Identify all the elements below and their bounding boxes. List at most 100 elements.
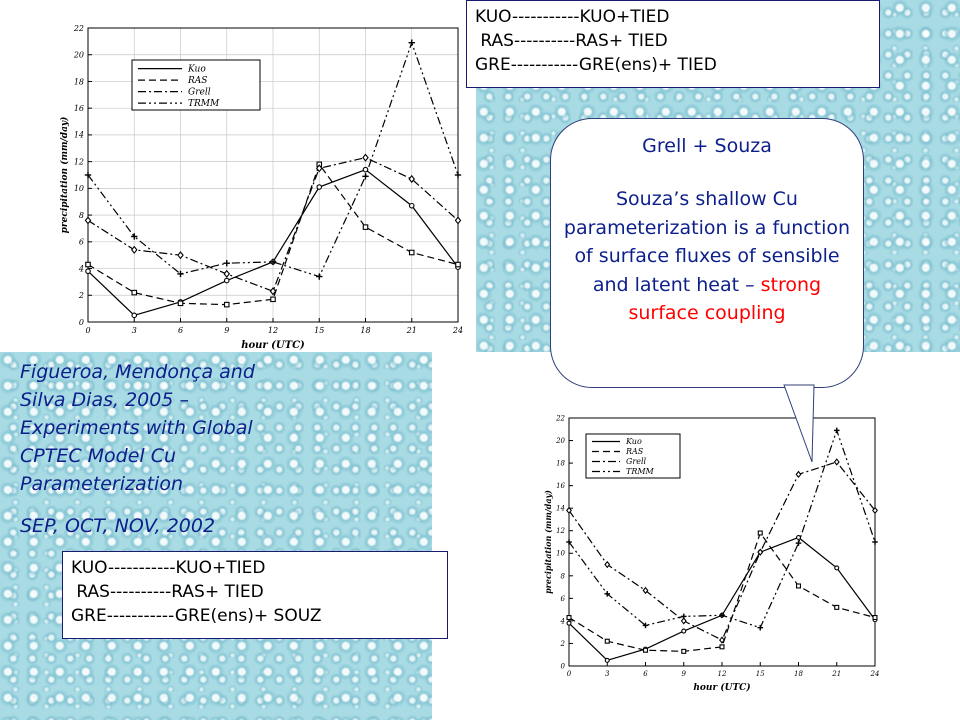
data-point [362, 173, 369, 180]
data-point [408, 174, 416, 184]
series-line-grell [87, 156, 459, 293]
y-tick-label: 12 [74, 157, 84, 166]
legend-label: RAS [625, 447, 644, 456]
y-tick-label: 16 [74, 104, 84, 113]
data-point [84, 216, 92, 225]
y-tick-label: 20 [73, 51, 84, 60]
water-drops-background [0, 352, 432, 720]
legend-label: RAS [187, 76, 207, 86]
data-point [362, 224, 369, 230]
y-tick-label: 2 [78, 291, 84, 300]
data-point [177, 300, 184, 307]
data-point [408, 202, 415, 209]
y-tick-label: 18 [556, 460, 565, 468]
data-point [795, 470, 802, 479]
data-point [719, 644, 725, 650]
data-point [757, 530, 763, 536]
data-point [680, 613, 687, 620]
y-tick-label: 16 [556, 482, 565, 490]
y-tick-label: 18 [74, 77, 84, 86]
citation-line: Silva Dias, 2005 – [20, 389, 189, 411]
data-point [681, 628, 687, 634]
x-tick-label: 9 [224, 326, 229, 335]
speech-bubble-callout: Grell + Souza Souza’s shallow Cu paramet… [550, 118, 864, 388]
data-point [223, 269, 231, 278]
legend-label: Grell [188, 87, 211, 97]
y-tick-label: 8 [561, 572, 566, 580]
data-point [719, 612, 725, 619]
legend-line: GRE-----------GRE(ens)+ TIED [475, 55, 717, 75]
x-tick-label: 12 [718, 670, 727, 678]
callout-body-text: Souza’s shallow Cu parameterization is a… [563, 188, 851, 296]
legend-label: TRMM [626, 467, 655, 476]
callout-body: Souza’s shallow Cu parameterization is a… [551, 185, 863, 328]
data-point [834, 604, 840, 610]
data-point [408, 39, 415, 46]
series-line-ras [87, 163, 459, 306]
data-point [795, 534, 802, 541]
data-point [269, 258, 277, 266]
data-point [131, 233, 138, 240]
chart-top-left: 0 2 4 6 8 10 12 14 16 18 20 22 0 3 6 9 12 15 18 21 24 hour (U… [34, 0, 474, 352]
chart-bottom-right: 0 2 4 6 8 10 12 14 16 18 20 22 0 3 6 9 12 15 18 21 24 hour (U… [534, 408, 886, 700]
y-tick-label: 14 [556, 505, 565, 513]
data-point [795, 540, 802, 546]
data-point [362, 166, 369, 173]
x-tick-label: 21 [406, 326, 417, 335]
x-tick-label: 15 [314, 326, 324, 335]
x-tick-label: 3 [605, 670, 610, 678]
y-tick-label: 8 [79, 211, 84, 220]
x-tick-label: 18 [794, 670, 803, 678]
y-tick-label: 22 [73, 24, 84, 33]
x-tick-label: 6 [643, 670, 648, 678]
callout-highlight-text: strong surface coupling [628, 273, 822, 325]
y-tick-label: 10 [74, 184, 84, 193]
data-point [408, 249, 415, 256]
data-point [604, 657, 610, 663]
citation-line: Experiments with Global [20, 417, 253, 439]
y-tick-label: 4 [78, 264, 84, 273]
y-axis-label: precipitation (mm/day) [59, 117, 70, 234]
y-tick-label: 6 [561, 595, 566, 603]
data-point [316, 273, 323, 280]
data-point [566, 506, 572, 515]
legend-line: KUO-----------KUO+TIED [71, 558, 266, 578]
data-point [566, 615, 572, 621]
x-tick-label: 18 [360, 326, 370, 335]
y-tick-label: 4 [560, 617, 565, 625]
data-point [177, 251, 184, 260]
data-point [642, 586, 649, 595]
x-tick-label: 9 [682, 670, 687, 678]
data-point [269, 287, 277, 296]
y-tick-label: 2 [560, 640, 566, 648]
data-point [566, 539, 572, 545]
x-tick-label: 12 [268, 326, 278, 335]
data-point [872, 615, 878, 621]
x-tick-label: 0 [85, 326, 90, 335]
data-point [833, 427, 840, 434]
data-point [455, 261, 461, 268]
legend-box-top: KUO-----------KUO+TIED RAS----------RAS+… [466, 0, 880, 88]
data-point [642, 622, 649, 629]
y-tick-label: 6 [79, 238, 84, 247]
y-axis-label: precipitation (mm/day) [543, 490, 553, 594]
data-point [719, 636, 725, 644]
data-point [130, 245, 138, 254]
x-axis-label: hour (UTC) [693, 682, 750, 693]
data-point [85, 268, 91, 275]
data-point [833, 458, 840, 466]
citation-months: SEP, OCT, NOV, 2002 [20, 515, 216, 537]
data-point [872, 506, 878, 515]
legend-label: TRMM [188, 99, 220, 109]
legend-label: Kuo [187, 64, 206, 74]
data-point [680, 617, 687, 625]
data-point [834, 565, 840, 571]
y-tick-label: 14 [74, 131, 84, 140]
citation-line: Figueroa, Mendonça and [20, 361, 255, 383]
legend-line: GRE-----------GRE(ens)+ SOUZ [71, 606, 322, 626]
data-point [872, 539, 878, 545]
y-tick-label: 0 [79, 318, 84, 327]
y-tick-label: 10 [556, 550, 565, 558]
data-point [85, 261, 91, 268]
x-tick-label: 0 [567, 670, 572, 678]
